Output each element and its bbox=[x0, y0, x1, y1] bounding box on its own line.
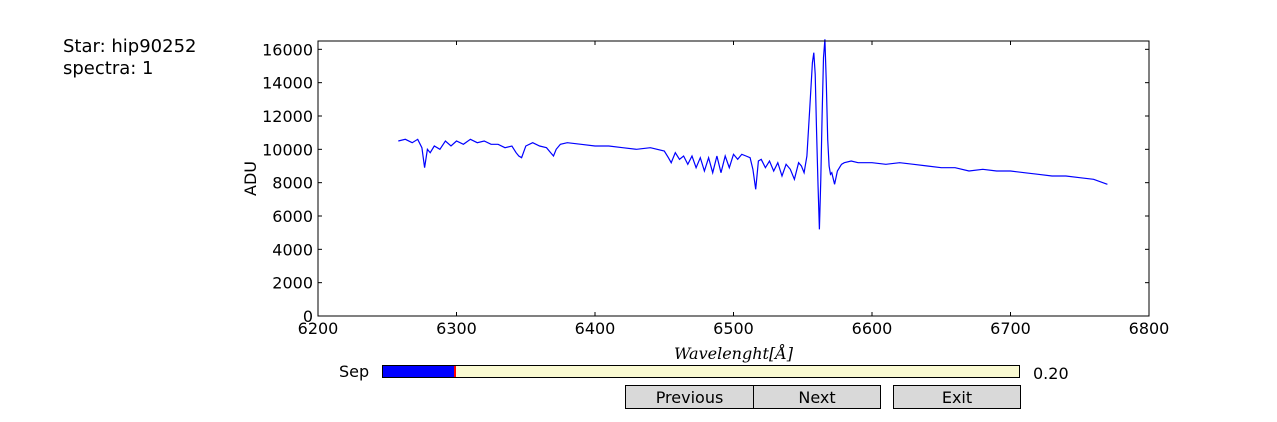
sep-slider[interactable] bbox=[382, 365, 1020, 378]
x-axis-label: Wavelenght[Å] bbox=[674, 343, 794, 363]
x-tick-label: 6600 bbox=[852, 319, 893, 338]
y-tick-label: 10000 bbox=[262, 140, 313, 159]
info-panel: Star: hip90252 spectra: 1 bbox=[63, 36, 196, 80]
y-tick-label: 0 bbox=[303, 307, 313, 326]
previous-button[interactable]: Previous bbox=[625, 385, 754, 409]
spectra-label: spectra: 1 bbox=[63, 58, 154, 79]
y-tick-label: 12000 bbox=[262, 107, 313, 126]
y-tick-label: 16000 bbox=[262, 40, 313, 59]
x-tick-label: 6700 bbox=[990, 319, 1031, 338]
y-tick-label: 8000 bbox=[272, 174, 313, 193]
x-tick-label: 6500 bbox=[713, 319, 754, 338]
sep-slider-value: 0.20 bbox=[1033, 364, 1069, 383]
star-label: Star: hip90252 bbox=[63, 36, 197, 57]
x-tick-label: 6400 bbox=[575, 319, 616, 338]
y-tick-label: 6000 bbox=[272, 207, 313, 226]
next-button[interactable]: Next bbox=[753, 385, 881, 409]
sep-slider-fill bbox=[383, 366, 455, 377]
y-tick-label: 2000 bbox=[272, 274, 313, 293]
exit-button[interactable]: Exit bbox=[893, 385, 1021, 409]
x-tick-label: 6200 bbox=[298, 319, 339, 338]
x-tick-label: 6800 bbox=[1129, 319, 1170, 338]
axes-frame bbox=[317, 40, 1150, 317]
x-tick-label: 6300 bbox=[436, 319, 477, 338]
y-tick-label: 4000 bbox=[272, 240, 313, 259]
y-axis-label: ADU bbox=[241, 161, 260, 196]
spectrum-line-0 bbox=[398, 39, 1108, 230]
sep-slider-handle[interactable] bbox=[453, 366, 456, 377]
y-tick-label: 14000 bbox=[262, 74, 313, 93]
sep-slider-label: Sep bbox=[339, 362, 370, 381]
